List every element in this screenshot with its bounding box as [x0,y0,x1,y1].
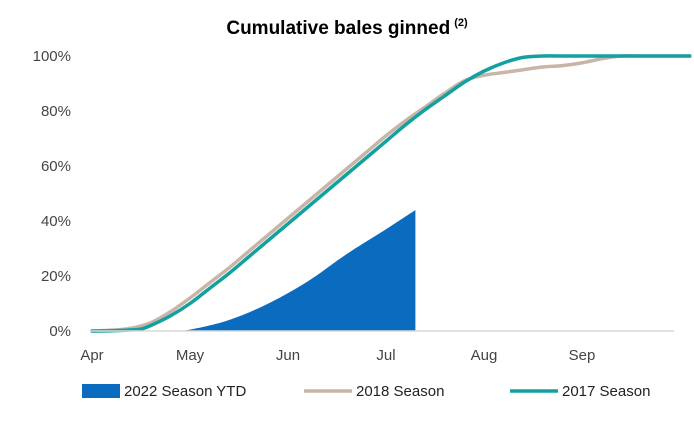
chart-title-superscript: (2) [454,17,468,29]
series-line-2018-season [90,54,692,333]
y-tick-label: 0% [49,323,71,340]
legend-swatch-2022-season-ytd [82,384,120,398]
legend-item-2017-season: 2017 Season [510,383,650,400]
x-tick-label: Jun [276,347,300,364]
x-tick-label: Apr [80,347,103,364]
legend-label-2017-season: 2017 Season [562,383,650,400]
y-tick-label: 40% [41,213,71,230]
chart-title: Cumulative bales ginned (2) [226,17,468,39]
series-area-2022-season-ytd [170,210,416,331]
y-tick-label: 80% [41,103,71,120]
y-tick-label: 60% [41,158,71,175]
chart-title-main: Cumulative bales ginned [226,18,450,39]
y-tick-label: 100% [33,48,71,65]
legend-label-2018-season: 2018 Season [356,383,444,400]
x-tick-label: Aug [471,347,498,364]
legend-label-2022-season-ytd: 2022 Season YTD [124,383,246,400]
legend-item-2022-season-ytd: 2022 Season YTD [82,383,246,400]
series-line-2017-season [90,54,692,333]
axes: 0% 20% 40% 60% 80% 100% Apr May Jun Jul Aug Sep [33,48,674,364]
x-tick-label: Sep [569,347,596,364]
x-tick-label: May [176,347,205,364]
legend: 2022 Season YTD 2018 Season 2017 Season [82,383,650,400]
x-tick-label: Jul [376,347,395,364]
plot-area [90,54,692,333]
legend-item-2018-season: 2018 Season [304,383,444,400]
y-tick-label: 20% [41,268,71,285]
